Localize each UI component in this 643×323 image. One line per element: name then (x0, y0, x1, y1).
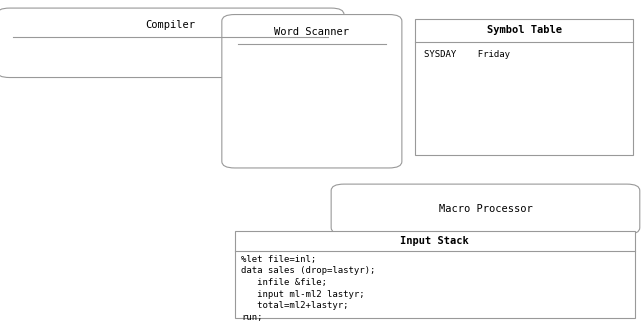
Text: Symbol Table: Symbol Table (487, 25, 561, 35)
Text: %let file=inl;: %let file=inl; (241, 255, 316, 264)
FancyBboxPatch shape (0, 8, 344, 78)
Text: Macro Processor: Macro Processor (439, 204, 532, 214)
Text: total=ml2+lastyr;: total=ml2+lastyr; (241, 301, 349, 310)
FancyBboxPatch shape (331, 184, 640, 234)
Text: Compiler: Compiler (145, 20, 195, 30)
Bar (415, 19, 633, 155)
Text: SYSDAY    Friday: SYSDAY Friday (424, 50, 511, 59)
Bar (235, 231, 635, 318)
Text: run;: run; (241, 313, 262, 322)
Text: input ml-ml2 lastyr;: input ml-ml2 lastyr; (241, 290, 365, 299)
Text: Input Stack: Input Stack (401, 236, 469, 246)
Text: Word Scanner: Word Scanner (275, 27, 349, 37)
FancyBboxPatch shape (222, 15, 402, 168)
Text: infile &file;: infile &file; (241, 278, 327, 287)
Text: data sales (drop=lastyr);: data sales (drop=lastyr); (241, 266, 376, 276)
